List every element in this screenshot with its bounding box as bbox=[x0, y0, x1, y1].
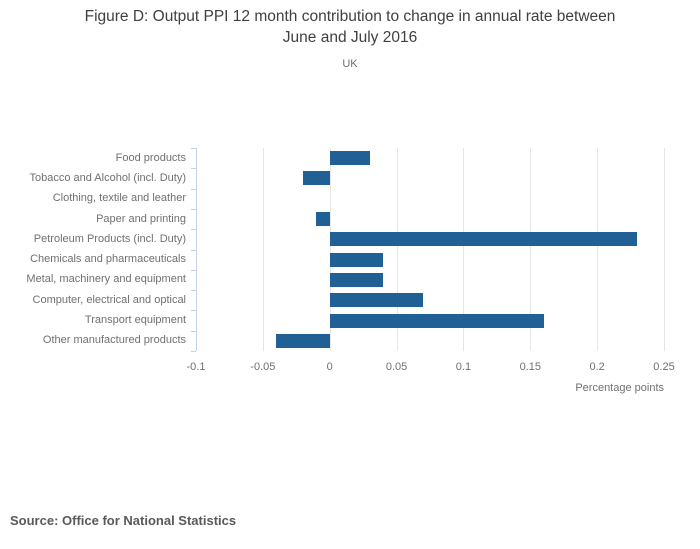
bar[interactable] bbox=[302, 171, 330, 186]
x-axis-tick-label: 0.1 bbox=[455, 361, 472, 373]
bar[interactable] bbox=[329, 272, 384, 287]
y-axis-tick bbox=[191, 310, 196, 312]
y-axis-tick bbox=[191, 229, 196, 231]
y-axis-tick bbox=[191, 208, 196, 210]
x-axis-tick-label: 0.25 bbox=[653, 361, 675, 373]
category-label: Clothing, textile and leather bbox=[52, 192, 186, 205]
bar[interactable] bbox=[329, 232, 638, 247]
gridline bbox=[396, 148, 398, 351]
y-axis-tick bbox=[191, 351, 196, 352]
gridline bbox=[329, 148, 331, 351]
y-axis-tick bbox=[191, 188, 196, 190]
gridline bbox=[262, 148, 264, 351]
y-axis-tick bbox=[191, 249, 196, 251]
category-label: Transport equipment bbox=[84, 314, 186, 327]
x-axis-tick-label: -0.05 bbox=[250, 361, 276, 373]
bar[interactable] bbox=[329, 313, 544, 328]
source-note: Source: Office for National Statistics bbox=[10, 513, 237, 528]
gridline bbox=[530, 148, 532, 351]
bar[interactable] bbox=[276, 333, 330, 348]
x-axis-tick-label: 0.2 bbox=[589, 361, 605, 373]
y-axis-tick bbox=[191, 330, 196, 332]
category-label: Computer, electrical and optical bbox=[32, 293, 186, 306]
bar[interactable] bbox=[329, 293, 424, 308]
category-label: Chemicals and pharmaceuticals bbox=[30, 253, 186, 266]
y-axis-line bbox=[196, 148, 197, 351]
bar[interactable] bbox=[316, 212, 330, 227]
category-label: Metal, machinery and equipment bbox=[26, 273, 186, 286]
category-label: Paper and printing bbox=[96, 212, 186, 225]
y-axis-tick bbox=[191, 269, 196, 271]
chart-subtitle: UK bbox=[342, 58, 358, 70]
y-axis-tick bbox=[191, 168, 196, 170]
category-label: Food products bbox=[115, 151, 186, 164]
chart-title: Figure D: Output PPI 12 month contributi… bbox=[84, 8, 616, 46]
x-axis-tick-label: 0.05 bbox=[385, 361, 408, 373]
bar[interactable] bbox=[329, 252, 384, 267]
gridline bbox=[463, 148, 465, 351]
bar[interactable] bbox=[329, 151, 370, 166]
category-label: Tobacco and Alcohol (incl. Duty) bbox=[29, 171, 186, 184]
x-axis-label: Percentage points bbox=[575, 382, 664, 394]
x-axis-tick-label: 0.15 bbox=[519, 361, 541, 373]
y-axis-tick bbox=[191, 148, 196, 149]
gridline bbox=[597, 148, 599, 351]
category-label: Other manufactured products bbox=[42, 334, 186, 347]
y-axis-tick bbox=[191, 290, 196, 292]
gridline bbox=[664, 148, 665, 351]
x-axis-tick-label: 0 bbox=[326, 361, 333, 373]
x-axis-tick-label: -0.1 bbox=[186, 361, 206, 373]
category-label: Petroleum Products (incl. Duty) bbox=[33, 232, 186, 245]
